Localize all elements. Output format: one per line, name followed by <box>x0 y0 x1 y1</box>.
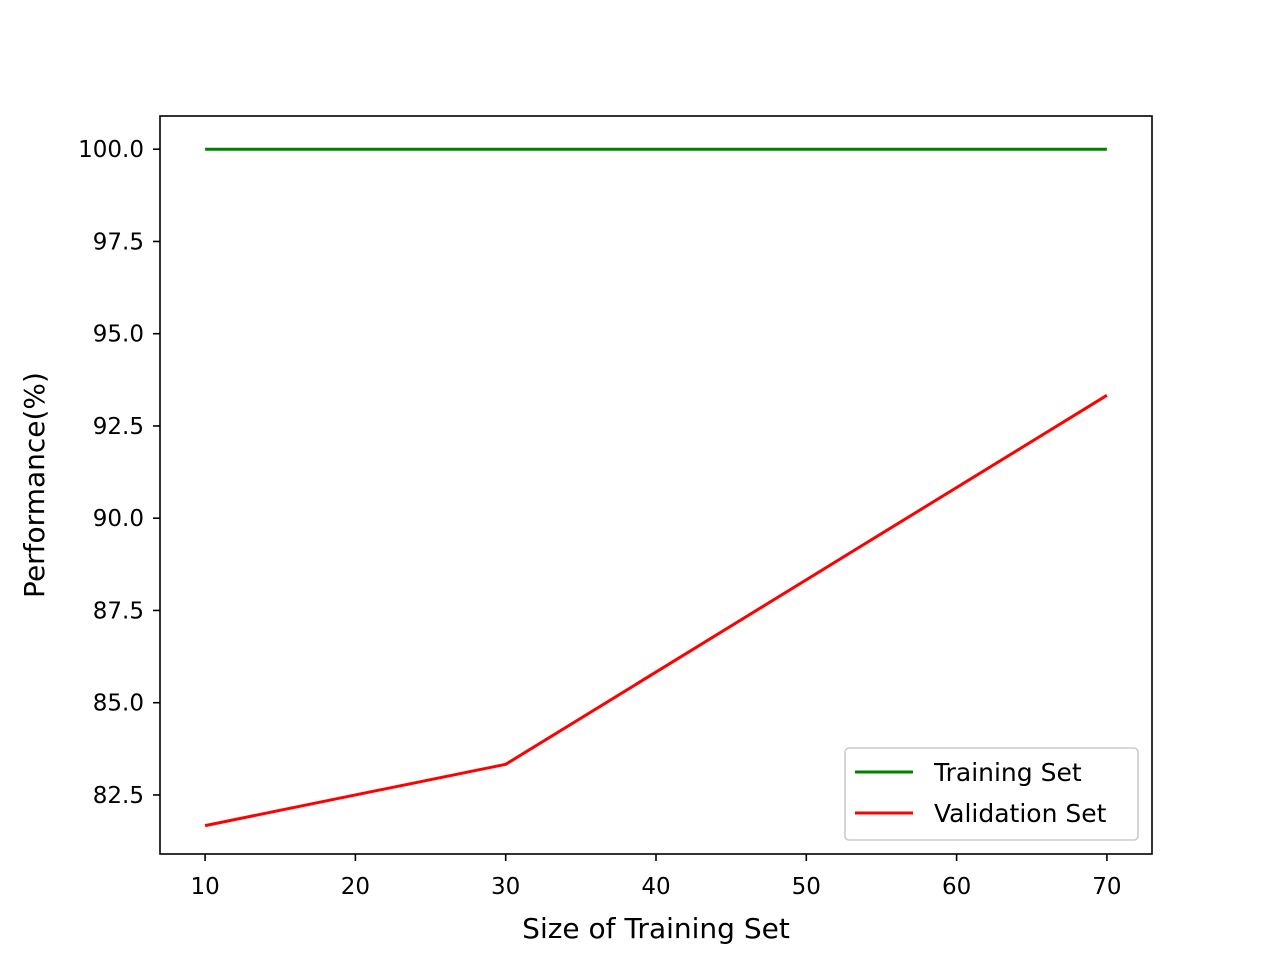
y-axis-label: Performance(%) <box>18 372 51 598</box>
y-axis-ticks: 82.5 85.0 87.5 90.0 92.5 95.0 97.5 100.0 <box>78 137 160 809</box>
x-axis-ticks: 10 20 30 40 50 60 70 <box>190 854 1122 900</box>
x-tick-label: 60 <box>942 874 971 900</box>
y-tick-label: 95.0 <box>93 322 144 348</box>
x-tick-label: 50 <box>792 874 821 900</box>
series-lines <box>204 147 1108 828</box>
y-tick-label: 85.0 <box>93 691 144 717</box>
legend-box <box>844 747 1139 841</box>
x-tick-label: 30 <box>491 874 520 900</box>
legend: Training Set Validation Set <box>844 747 1139 841</box>
x-axis-label: Size of Training Set <box>522 912 790 945</box>
legend-label-validation-set: Validation Set <box>934 799 1107 828</box>
x-tick-label: 20 <box>341 874 370 900</box>
y-tick-label: 92.5 <box>93 414 144 440</box>
y-tick-label: 90.0 <box>93 506 144 532</box>
x-tick-label: 70 <box>1092 874 1121 900</box>
x-tick-label: 40 <box>641 874 670 900</box>
legend-label-training-set: Training Set <box>933 758 1082 787</box>
x-tick-label: 10 <box>190 874 219 900</box>
plot-area-frame <box>159 115 1153 855</box>
y-tick-label: 100.0 <box>78 137 144 163</box>
y-tick-label: 82.5 <box>93 783 144 809</box>
y-tick-label: 97.5 <box>93 229 144 255</box>
series-line-validation-set <box>204 394 1108 828</box>
y-tick-label: 87.5 <box>93 598 144 624</box>
